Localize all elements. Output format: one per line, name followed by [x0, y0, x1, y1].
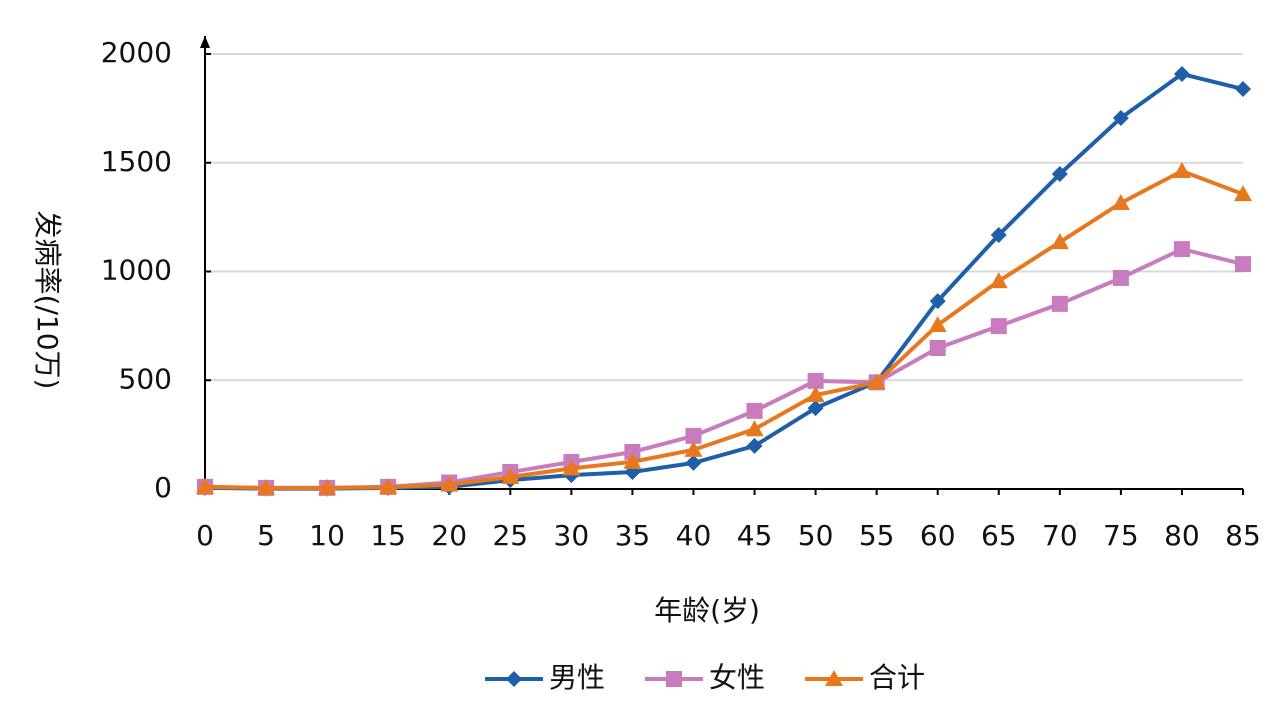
x-tick-label: 25 [492, 519, 528, 552]
marker [506, 671, 522, 687]
x-tick-label: 10 [309, 519, 345, 552]
marker [685, 454, 702, 471]
series-line [204, 246, 1244, 490]
x-tick-label: 55 [859, 519, 895, 552]
marker [501, 468, 520, 485]
marker [867, 373, 886, 390]
x-tick-label: 30 [554, 519, 590, 552]
x-tick-label: 50 [798, 519, 834, 552]
y-axis-arrow [200, 36, 210, 48]
marker [990, 226, 1007, 243]
y-tick-label: 500 [119, 362, 172, 395]
x-tick-label: 5 [257, 519, 275, 552]
series-line [204, 168, 1244, 490]
x-tick-label: 70 [1042, 519, 1078, 552]
marker [318, 478, 337, 495]
marker [1235, 256, 1251, 273]
y-tick-label: 1000 [101, 254, 172, 287]
marker [1051, 295, 1068, 312]
x-tick-label: 75 [1103, 519, 1139, 552]
series-line [204, 71, 1244, 491]
marker [1172, 162, 1191, 179]
x-tick-label: 45 [737, 519, 773, 552]
marker [806, 386, 825, 403]
y-tick-label: 0 [154, 471, 172, 504]
marker [807, 400, 824, 417]
marker [825, 670, 843, 686]
marker [746, 402, 763, 419]
x-tick-label: 20 [431, 519, 467, 552]
marker [1050, 233, 1069, 250]
x-tick-label: 35 [615, 519, 651, 552]
marker [1112, 109, 1129, 126]
marker [685, 427, 702, 444]
marker [196, 477, 214, 494]
legend-label: 女性 [709, 661, 765, 694]
marker [929, 340, 946, 357]
y-axis-title: 发病率(/10万) [31, 211, 64, 390]
x-tick-label: 40 [676, 519, 712, 552]
marker [928, 316, 947, 333]
marker [624, 444, 641, 461]
x-tick-label: 65 [981, 519, 1017, 552]
marker [1111, 193, 1130, 210]
marker [807, 372, 824, 389]
marker [990, 318, 1007, 335]
marker [1235, 81, 1251, 98]
marker [440, 475, 459, 492]
marker [1051, 166, 1068, 183]
marker [257, 478, 276, 495]
marker [684, 440, 703, 457]
marker [1112, 270, 1129, 287]
marker [746, 437, 763, 454]
x-tick-label: 60 [920, 519, 956, 552]
marker [623, 452, 642, 469]
x-tick-label: 80 [1164, 519, 1200, 552]
x-tick-label: 0 [196, 519, 214, 552]
marker [989, 272, 1008, 289]
marker [666, 671, 682, 687]
marker [1234, 185, 1252, 202]
x-tick-label: 85 [1225, 519, 1261, 552]
marker [745, 420, 764, 437]
x-axis-title: 年龄(岁) [654, 594, 760, 627]
marker [929, 293, 946, 310]
marker [1173, 241, 1190, 258]
legend-label: 合计 [869, 661, 925, 694]
y-tick-label: 2000 [101, 36, 172, 69]
legend-label: 男性 [549, 661, 605, 694]
x-tick-label: 15 [370, 519, 406, 552]
marker [1173, 66, 1190, 83]
y-tick-label: 1500 [101, 145, 172, 178]
marker [562, 459, 581, 476]
marker [379, 478, 398, 495]
